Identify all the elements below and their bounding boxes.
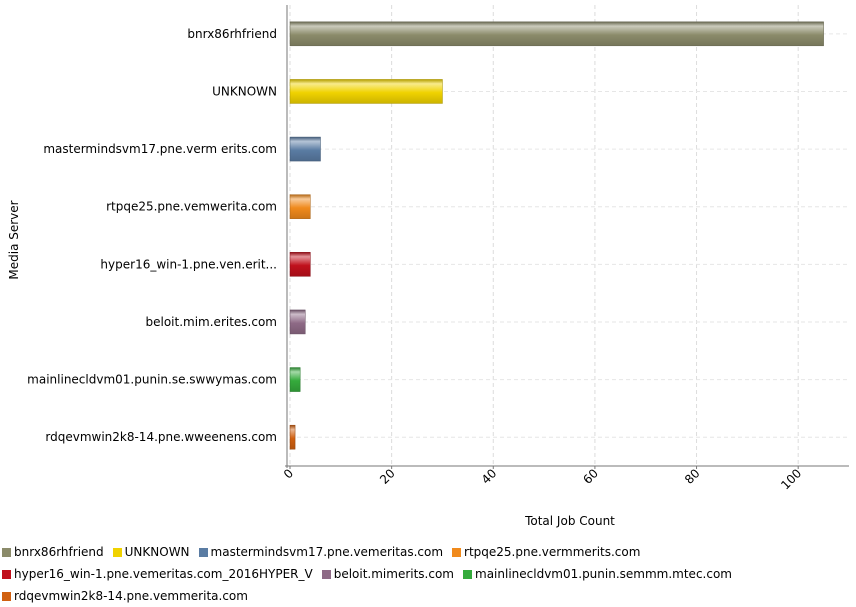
legend-swatch <box>452 547 462 557</box>
x-tick-label: 60 <box>580 466 601 487</box>
legend-item[interactable]: UNKNOWN <box>112 541 190 563</box>
x-tick-label: 40 <box>479 466 500 487</box>
category-labels: bnrx86rhfriend UNKNOWN mastermindsvm17.pne… <box>27 27 277 444</box>
bar-2[interactable] <box>289 136 321 162</box>
legend-item[interactable]: rtpqe25.pne.vermmerits.com <box>452 541 640 563</box>
category-label: hyper16_win-1.pne.ven.erit... <box>100 257 277 271</box>
legend-label: rdqevmwin2k8-14.pne.vemmerita.com <box>14 589 248 603</box>
bar-5[interactable] <box>289 309 306 335</box>
legend-label: mainlinecldvm01.punin.semmm.mtec.com <box>475 567 732 581</box>
legend-swatch <box>2 547 11 557</box>
x-axis-title: Total Job Count <box>524 514 615 528</box>
bar-4[interactable] <box>289 252 311 277</box>
bar-3[interactable] <box>289 194 311 219</box>
legend-swatch <box>198 547 208 557</box>
legend-label: UNKNOWN <box>124 545 190 559</box>
y-axis-title: Media Server <box>7 200 21 279</box>
legend-item[interactable]: mastermindsvm17.pne.vemeritas.com <box>198 541 444 563</box>
category-label: rdqevmwin2k8-14.pne.wweenens.com <box>45 430 277 444</box>
legend-label: hyper16_win-1.pne.vemeritas.com_2016HYPE… <box>14 567 313 581</box>
legend-row: rdqevmwin2k8-14.pne.vemmerita.com <box>2 585 852 607</box>
x-tick-label: 0 <box>281 466 296 481</box>
bars <box>289 21 824 450</box>
x-tick-labels: 0 20 40 60 80 100 <box>281 466 804 492</box>
category-label: beloit.mim.erites.com <box>146 315 278 329</box>
legend-swatch <box>2 569 11 579</box>
legend-row: hyper16_win-1.pne.vemeritas.com_2016HYPE… <box>2 563 852 585</box>
bar-7[interactable] <box>289 424 296 450</box>
legend-swatch <box>2 591 11 601</box>
x-tick-label: 80 <box>682 466 703 487</box>
category-label: mainlinecldvm01.punin.se.swwymas.com <box>27 373 277 387</box>
legend: bnrx86rhfriend UNKNOWN mastermindsvm17.pne… <box>2 541 852 607</box>
legend-item[interactable]: mainlinecldvm01.punin.semmm.mtec.com <box>463 563 732 585</box>
category-label: UNKNOWN <box>212 84 277 98</box>
bar-6[interactable] <box>289 367 301 392</box>
category-label: mastermindsvm17.pne.verm erits.com <box>43 142 277 156</box>
legend-label: rtpqe25.pne.vermmerits.com <box>464 545 641 559</box>
legend-label: beloit.mimerits.com <box>333 567 454 581</box>
category-label: bnrx86rhfriend <box>187 27 277 41</box>
bar-chart: bnrx86rhfriend UNKNOWN mastermindsvm17.pne… <box>7 5 849 528</box>
category-label: rtpqe25.pne.vemwerita.com <box>106 200 277 214</box>
bar-1[interactable] <box>289 79 443 104</box>
legend-item[interactable]: hyper16_win-1.pne.vemeritas.com_2016HYPE… <box>2 563 313 585</box>
legend-item[interactable]: bnrx86rhfriend <box>2 541 104 563</box>
x-tick-label: 20 <box>377 466 398 487</box>
legend-label: bnrx86rhfriend <box>14 545 104 559</box>
legend-swatch <box>463 569 472 579</box>
bar-0[interactable] <box>289 21 824 47</box>
plot-area <box>287 5 849 466</box>
legend-item[interactable]: rdqevmwin2k8-14.pne.vemmerita.com <box>2 585 248 607</box>
legend-item[interactable]: beloit.mimerits.com <box>321 563 454 585</box>
legend-label: mastermindsvm17.pne.vemeritas.com <box>210 545 444 559</box>
legend-row: bnrx86rhfriend UNKNOWN mastermindsvm17.pne… <box>2 541 852 563</box>
x-tick-label: 100 <box>778 466 804 492</box>
legend-swatch <box>112 547 122 557</box>
legend-swatch <box>321 569 331 579</box>
